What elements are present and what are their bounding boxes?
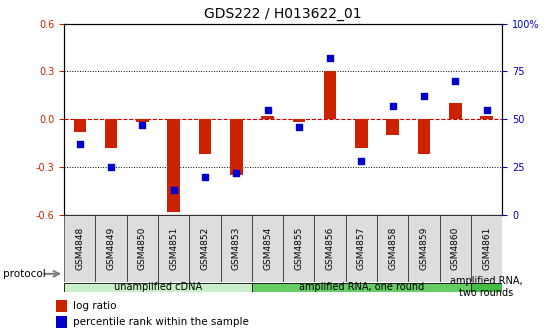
Bar [292, 119, 305, 122]
Text: percentile rank within the sample: percentile rank within the sample [73, 318, 248, 328]
Bar [387, 119, 399, 135]
Text: GSM4853: GSM4853 [232, 227, 240, 270]
FancyBboxPatch shape [440, 215, 471, 282]
Point [326, 55, 335, 61]
FancyBboxPatch shape [252, 283, 471, 292]
Text: GSM4850: GSM4850 [138, 227, 147, 270]
Point [138, 122, 147, 128]
Point [263, 107, 272, 112]
FancyBboxPatch shape [64, 283, 252, 292]
Point [295, 124, 304, 130]
Text: GSM4856: GSM4856 [326, 227, 335, 270]
Point [107, 165, 116, 170]
Bar [355, 119, 368, 148]
Point [232, 170, 240, 176]
Text: GSM4857: GSM4857 [357, 227, 366, 270]
Text: GSM4859: GSM4859 [420, 227, 429, 270]
Point [169, 187, 178, 193]
Bar [167, 119, 180, 212]
Point [420, 94, 429, 99]
FancyBboxPatch shape [158, 215, 189, 282]
Text: protocol: protocol [3, 269, 46, 279]
Bar [74, 119, 86, 132]
Text: unamplified cDNA: unamplified cDNA [114, 282, 202, 292]
Bar [105, 119, 117, 148]
FancyBboxPatch shape [471, 283, 502, 292]
Bar [480, 116, 493, 119]
Bar [418, 119, 430, 155]
Text: GSM4854: GSM4854 [263, 227, 272, 270]
Bar [199, 119, 211, 155]
Bar [56, 317, 67, 328]
Bar [449, 103, 461, 119]
FancyBboxPatch shape [220, 215, 252, 282]
Bar [230, 119, 243, 175]
FancyBboxPatch shape [95, 215, 127, 282]
Text: GSM4849: GSM4849 [107, 227, 116, 270]
Text: GSM4858: GSM4858 [388, 227, 397, 270]
FancyBboxPatch shape [283, 215, 315, 282]
Bar [324, 72, 336, 119]
FancyBboxPatch shape [315, 215, 346, 282]
Text: GSM4855: GSM4855 [294, 227, 304, 270]
Point [451, 78, 460, 84]
Point [75, 141, 84, 147]
Point [200, 174, 209, 179]
Text: amplified RNA, one round: amplified RNA, one round [299, 282, 424, 292]
FancyBboxPatch shape [252, 215, 283, 282]
FancyBboxPatch shape [189, 215, 220, 282]
Point [357, 159, 366, 164]
FancyBboxPatch shape [127, 215, 158, 282]
Bar [261, 116, 274, 119]
Text: GSM4848: GSM4848 [75, 227, 84, 270]
Point [482, 107, 491, 112]
FancyBboxPatch shape [64, 215, 95, 282]
Bar [56, 300, 67, 312]
Text: amplified RNA,
two rounds: amplified RNA, two rounds [450, 277, 523, 298]
FancyBboxPatch shape [346, 215, 377, 282]
Text: GSM4851: GSM4851 [169, 227, 178, 270]
Title: GDS222 / H013622_01: GDS222 / H013622_01 [204, 7, 362, 21]
Point [388, 103, 397, 109]
Text: log ratio: log ratio [73, 301, 116, 311]
FancyBboxPatch shape [471, 215, 502, 282]
FancyBboxPatch shape [377, 215, 408, 282]
Text: GSM4852: GSM4852 [200, 227, 209, 270]
Bar [136, 119, 148, 122]
Text: GSM4860: GSM4860 [451, 227, 460, 270]
Text: GSM4861: GSM4861 [482, 227, 491, 270]
FancyBboxPatch shape [408, 215, 440, 282]
